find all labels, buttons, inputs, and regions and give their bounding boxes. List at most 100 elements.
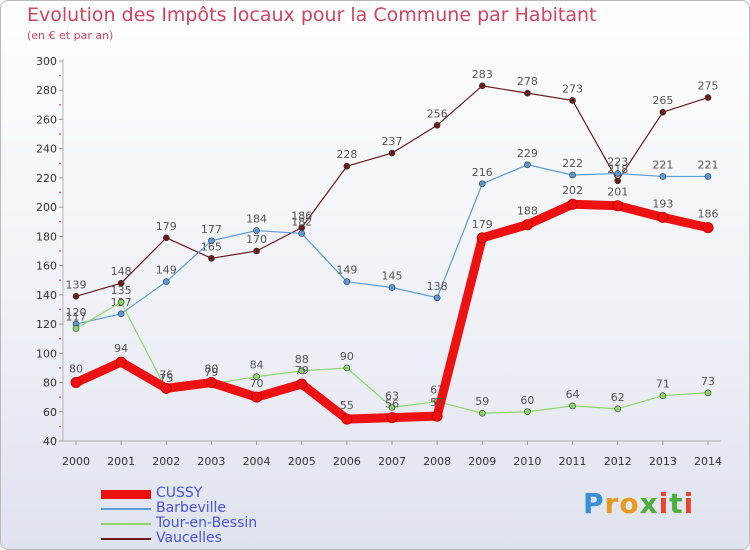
y-minor-tick bbox=[59, 367, 61, 369]
logo-letter: i bbox=[658, 487, 670, 520]
data-label-tour-en-bessin: 71 bbox=[656, 378, 670, 391]
data-label-barbeville: 221 bbox=[652, 158, 673, 171]
data-label-tour-en-bessin: 117 bbox=[66, 310, 87, 323]
logo-letter: t bbox=[669, 487, 684, 520]
chart-title: Evolution des Impôts locaux pour la Comm… bbox=[27, 4, 597, 26]
data-label-tour-en-bessin: 60 bbox=[520, 394, 534, 407]
y-tick-label: 220 bbox=[36, 172, 57, 185]
data-label-vaucelles: 218 bbox=[607, 163, 628, 176]
data-point-tour-en-bessin bbox=[478, 409, 486, 417]
data-point-tour-en-bessin bbox=[343, 364, 351, 372]
data-point-tour-en-bessin bbox=[614, 405, 622, 413]
data-label-vaucelles: 283 bbox=[472, 68, 493, 81]
x-tick-label: 2010 bbox=[513, 455, 541, 468]
y-tick-label: 100 bbox=[36, 347, 57, 360]
data-label-tour-en-bessin: 62 bbox=[611, 391, 625, 404]
y-tick-label: 120 bbox=[36, 318, 57, 331]
data-label-cussy: 57 bbox=[430, 396, 444, 409]
data-label-cussy: 202 bbox=[562, 184, 583, 197]
logo-letter: r bbox=[604, 487, 620, 520]
data-point-vaucelles bbox=[117, 279, 125, 287]
data-point-barbeville bbox=[117, 310, 125, 318]
data-label-vaucelles: 165 bbox=[201, 240, 222, 253]
legend-swatch-cussy bbox=[101, 490, 151, 499]
data-point-cussy bbox=[521, 219, 533, 231]
data-point-barbeville bbox=[659, 173, 667, 180]
proxiti-logo: Proxiti bbox=[583, 487, 694, 520]
x-tick-label: 2002 bbox=[152, 455, 180, 468]
data-label-vaucelles: 275 bbox=[698, 80, 719, 93]
data-label-barbeville: 221 bbox=[698, 158, 719, 171]
data-point-barbeville bbox=[162, 278, 170, 285]
data-point-cussy bbox=[341, 413, 353, 425]
data-label-vaucelles: 228 bbox=[336, 148, 357, 161]
data-point-vaucelles bbox=[524, 89, 531, 97]
data-label-barbeville: 138 bbox=[427, 280, 448, 293]
y-tick-label: 200 bbox=[36, 201, 57, 214]
data-point-cussy bbox=[296, 378, 308, 390]
y-minor-tick bbox=[59, 162, 61, 165]
data-point-vaucelles bbox=[72, 293, 80, 300]
data-point-tour-en-bessin bbox=[704, 389, 712, 397]
legend-item-barbeville: Barbeville bbox=[101, 500, 301, 517]
y-minor-tick bbox=[59, 308, 61, 311]
logo-letter: i bbox=[683, 487, 695, 520]
x-tick-label: 2003 bbox=[197, 455, 225, 468]
data-point-cussy bbox=[657, 211, 669, 223]
x-tick-label: 2013 bbox=[649, 455, 677, 468]
data-label-vaucelles: 186 bbox=[291, 210, 312, 223]
data-label-barbeville: 223 bbox=[607, 156, 628, 169]
data-label-barbeville: 149 bbox=[336, 264, 357, 277]
data-label-cussy: 94 bbox=[114, 342, 128, 355]
data-point-cussy bbox=[160, 382, 172, 394]
x-tick-label: 2006 bbox=[333, 455, 361, 468]
y-minor-tick bbox=[59, 337, 61, 340]
data-point-vaucelles bbox=[704, 94, 712, 101]
data-point-tour-en-bessin bbox=[659, 392, 667, 399]
data-label-cussy: 80 bbox=[69, 363, 83, 376]
data-point-barbeville bbox=[343, 278, 351, 285]
data-label-tour-en-bessin: 79 bbox=[204, 366, 218, 379]
legend-swatch-tour-en-bessin bbox=[101, 523, 151, 525]
data-point-cussy bbox=[70, 377, 82, 389]
y-tick-label: 40 bbox=[43, 435, 57, 448]
y-tick-label: 280 bbox=[36, 84, 57, 97]
data-label-tour-en-bessin: 88 bbox=[295, 353, 309, 366]
data-label-tour-en-bessin: 64 bbox=[566, 388, 580, 401]
data-label-cussy: 188 bbox=[517, 205, 538, 218]
data-point-barbeville bbox=[433, 294, 441, 302]
data-point-cussy bbox=[251, 391, 263, 403]
data-label-tour-en-bessin: 59 bbox=[475, 395, 489, 408]
y-minor-tick bbox=[59, 191, 61, 194]
logo-letter: o bbox=[619, 487, 640, 520]
data-label-cussy: 79 bbox=[295, 364, 309, 377]
x-tick-label: 2004 bbox=[243, 455, 271, 468]
data-label-vaucelles: 148 bbox=[111, 265, 132, 278]
data-label-barbeville: 145 bbox=[382, 270, 403, 283]
data-label-barbeville: 222 bbox=[562, 157, 583, 170]
data-point-barbeville bbox=[208, 237, 215, 245]
y-minor-tick bbox=[59, 396, 61, 399]
data-point-cussy bbox=[431, 410, 443, 422]
data-label-barbeville: 182 bbox=[291, 215, 312, 228]
legend-item-tour-en-bessin: Tour-en-Bessin bbox=[101, 515, 301, 532]
y-minor-tick bbox=[59, 425, 61, 428]
y-tick-label: 80 bbox=[43, 377, 57, 390]
data-point-vaucelles bbox=[569, 97, 576, 104]
y-minor-tick bbox=[59, 133, 61, 135]
x-tick-label: 2011 bbox=[559, 455, 587, 468]
data-label-barbeville: 149 bbox=[156, 264, 177, 277]
y-tick-label: 160 bbox=[36, 260, 57, 273]
y-tick-label: 260 bbox=[36, 113, 57, 126]
data-point-tour-en-bessin bbox=[569, 402, 576, 410]
data-label-cussy: 186 bbox=[698, 208, 719, 221]
legend-label-vaucelles: Vaucelles bbox=[156, 530, 222, 546]
data-label-vaucelles: 265 bbox=[652, 94, 673, 107]
data-point-barbeville bbox=[478, 180, 486, 188]
y-tick-label: 140 bbox=[36, 289, 57, 302]
data-point-barbeville bbox=[704, 173, 712, 180]
data-label-vaucelles: 256 bbox=[427, 107, 448, 120]
data-point-vaucelles bbox=[614, 177, 622, 185]
